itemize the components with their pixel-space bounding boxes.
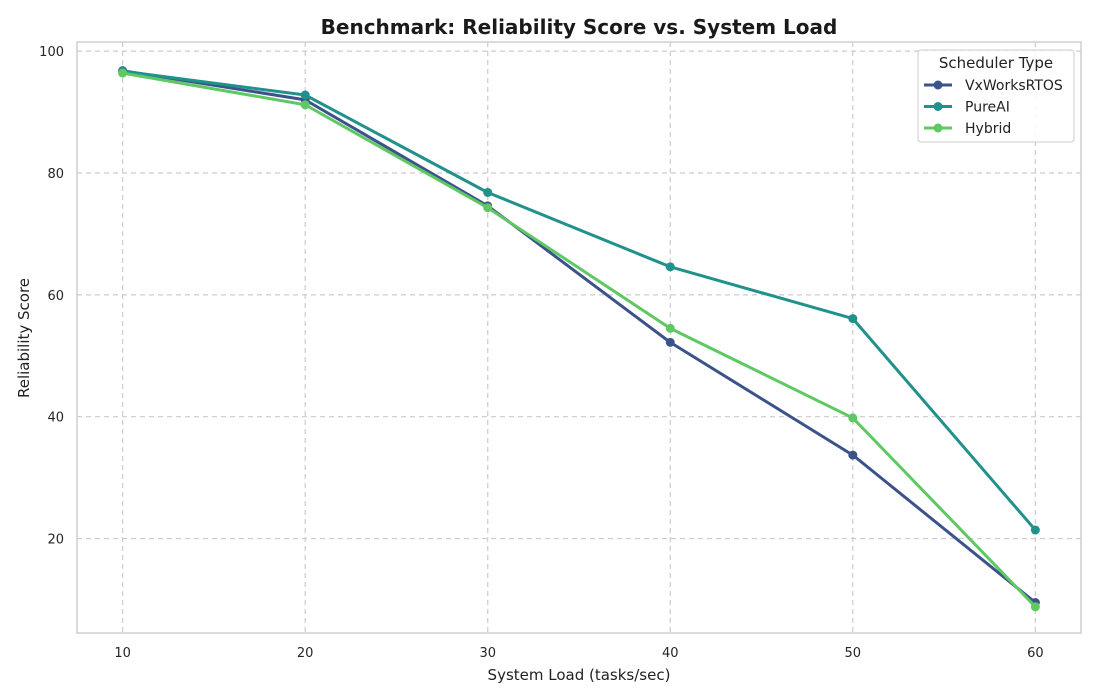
data-point	[118, 68, 128, 78]
data-point	[848, 413, 858, 423]
series-vxworksrtos	[118, 66, 1040, 608]
series-lines	[118, 66, 1040, 612]
y-tick-label: 40	[47, 411, 64, 426]
data-point	[665, 337, 675, 347]
data-point	[300, 90, 310, 100]
x-tick-label: 50	[845, 646, 862, 661]
legend-item: PureAI	[924, 100, 1010, 116]
y-axis-label: Reliability Score	[15, 278, 33, 398]
data-point	[1030, 525, 1040, 535]
legend-item: VxWorksRTOS	[924, 78, 1063, 94]
chart-title: Benchmark: Reliability Score vs. System …	[321, 15, 838, 39]
data-point	[665, 323, 675, 333]
legend-items: VxWorksRTOS PureAI Hybrid	[924, 78, 1063, 137]
x-tick-label: 10	[114, 646, 131, 661]
legend-marker	[933, 102, 943, 111]
legend-box	[917, 49, 1075, 143]
legend: Scheduler Type VxWorksRTOS PureAI Hybrid	[917, 49, 1075, 143]
legend-label: VxWorksRTOS	[965, 78, 1063, 94]
series-hybrid	[118, 68, 1040, 612]
plot-area	[76, 41, 1082, 634]
x-tick-label: 20	[297, 646, 314, 661]
data-point	[483, 203, 493, 213]
data-point	[848, 450, 858, 460]
legend-title: Scheduler Type	[939, 54, 1053, 72]
x-tick-label: 60	[1027, 646, 1044, 661]
data-point	[1030, 602, 1040, 612]
series-line	[121, 69, 1037, 532]
y-tick-label: 60	[47, 289, 64, 304]
data-point	[300, 100, 310, 110]
series-line	[121, 69, 1037, 605]
legend-marker	[933, 80, 943, 90]
legend-label: PureAI	[965, 100, 1010, 116]
series-line	[121, 71, 1037, 609]
y-tick-label: 20	[47, 533, 64, 548]
axis-ticks: 10 20 30 40 50 60 20 40 60 80 100	[39, 45, 1043, 661]
series-pureai	[118, 66, 1040, 535]
data-point	[483, 187, 493, 197]
x-axis-label: System Load (tasks/sec)	[488, 666, 671, 684]
legend-item: Hybrid	[924, 121, 1011, 137]
y-tick-label: 80	[47, 167, 64, 182]
legend-marker	[933, 123, 943, 133]
data-point	[665, 262, 675, 272]
x-tick-label: 40	[662, 646, 679, 661]
data-point	[848, 314, 858, 324]
y-tick-label: 100	[39, 45, 64, 60]
x-tick-label: 30	[479, 646, 496, 661]
legend-label: Hybrid	[965, 121, 1011, 137]
